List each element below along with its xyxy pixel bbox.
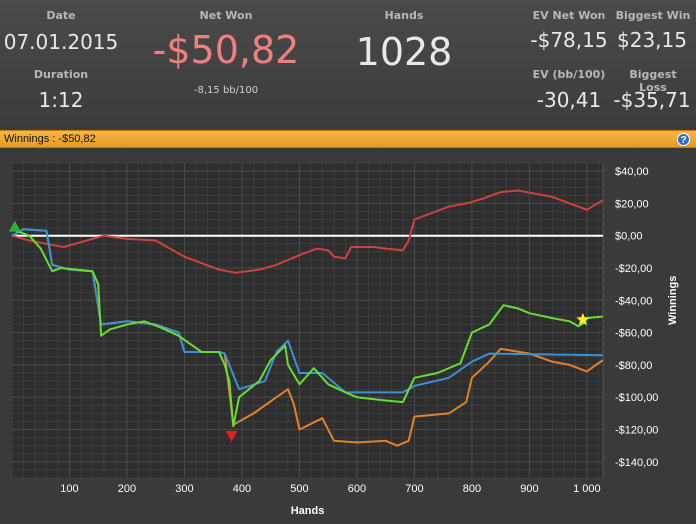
x-tick-label: 900 [520, 483, 538, 495]
low-point-marker [225, 431, 238, 442]
hands-value: 1028 [355, 30, 453, 74]
x-axis-label: Hands [291, 505, 325, 517]
y-tick-label: -$100,00 [615, 392, 658, 404]
ev-net-won-value: -$78,15 [530, 28, 608, 52]
biggest-win-value: $23,15 [617, 28, 687, 52]
x-tick-label: 1 000 [573, 483, 601, 495]
y-tick-label: -$120,00 [615, 425, 658, 437]
y-tick-label: -$80,00 [615, 360, 652, 372]
x-tick-label: 200 [118, 483, 136, 495]
x-tick-label: 700 [405, 483, 423, 495]
series-line-0 [11, 228, 604, 428]
ev-net-won-label: EV Net Won [532, 9, 606, 22]
y-tick-label: $20,00 [615, 198, 649, 210]
ev-bb-value: -30,41 [536, 88, 602, 112]
end-star-marker [576, 312, 590, 326]
biggest-loss-value: -$35,71 [613, 88, 691, 112]
y-tick-label: -$140,00 [615, 457, 658, 469]
winnings-bar: Winnings : -$50,82 ? [0, 130, 696, 148]
x-tick-label: 800 [463, 483, 481, 495]
y-tick-label: -$60,00 [615, 328, 652, 340]
hands-label: Hands [384, 9, 424, 22]
chart-svg: 100 200 300 400 500 600 700 800 900 1 000 $40,00 $2… [8, 162, 679, 517]
y-tick-label: -$20,00 [615, 263, 652, 275]
stats-panel: Date 07.01.2015 Duration 1:12 Net Won -$… [0, 0, 696, 130]
ev-bb-label: EV (bb/100) [532, 68, 606, 81]
series-line-3 [11, 189, 604, 274]
biggest-win-label: Biggest Win [615, 9, 691, 22]
y-tick-label: -$40,00 [615, 295, 652, 307]
x-tick-label: 300 [175, 483, 193, 495]
duration-value: 1:12 [38, 88, 84, 112]
help-icon[interactable]: ? [677, 133, 690, 146]
y-tick-label: $40,00 [615, 166, 649, 178]
x-tick-label: 500 [290, 483, 308, 495]
date-label: Date [46, 9, 76, 22]
start-marker [8, 220, 21, 232]
x-tick-label: 400 [233, 483, 251, 495]
x-tick-label: 600 [348, 483, 366, 495]
net-won-sub: -8,15 bb/100 [193, 85, 259, 96]
net-won-label: Net Won [199, 9, 253, 22]
x-tick-label: 100 [60, 483, 78, 495]
net-won-value: -$50,82 [152, 28, 300, 72]
winnings-chart: 100 200 300 400 500 600 700 800 900 1 000 $40,00 $2… [0, 148, 696, 524]
date-value: 07.01.2015 [3, 30, 119, 54]
y-tick-label: $0,00 [615, 231, 643, 243]
duration-label: Duration [33, 68, 89, 81]
biggest-loss-label: Biggest Loss [629, 68, 677, 94]
winnings-bar-text: Winnings : -$50,82 [4, 133, 96, 145]
y-axis-label: Winnings [667, 276, 679, 325]
